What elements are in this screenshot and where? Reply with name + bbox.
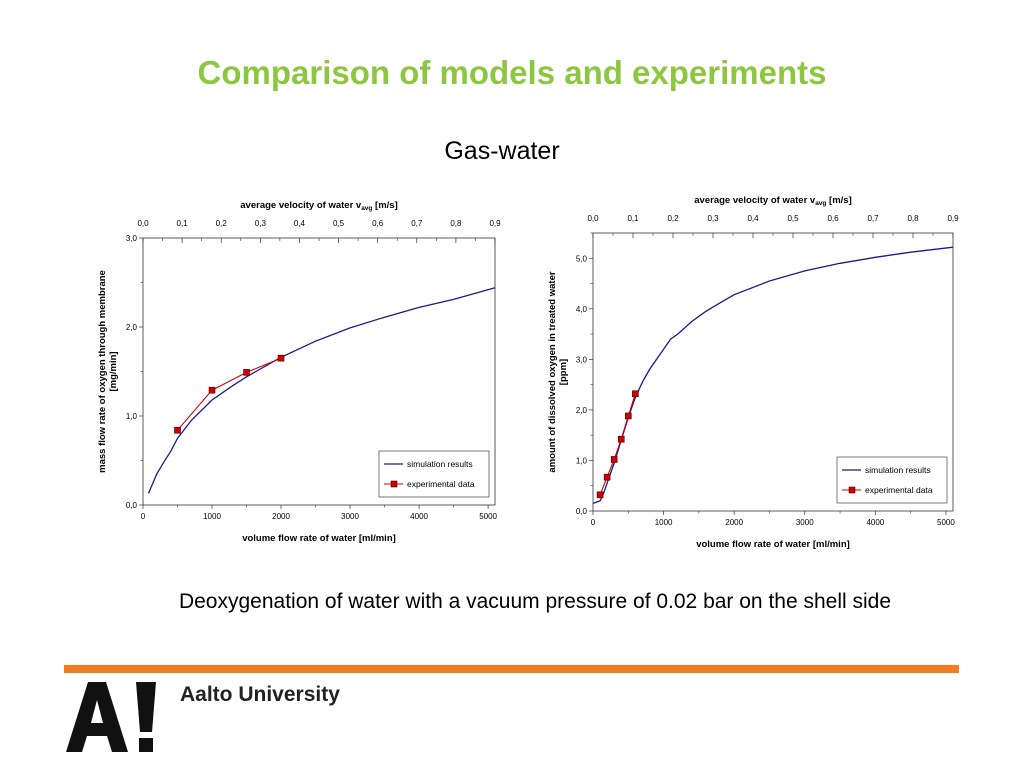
x-axis-label: volume flow rate of water [ml/min] (696, 539, 850, 550)
experimental-data-point (632, 390, 639, 398)
org-name: Aalto University (180, 683, 340, 706)
legend-experimental-label: experimental data (865, 485, 933, 495)
legend-experimental-marker (848, 486, 856, 494)
top-tick-label: 0,9 (489, 219, 501, 228)
top-tick-label: 0,8 (450, 219, 462, 228)
legend-simulation-label: simulation results (407, 459, 473, 469)
top-tick-label: 0,7 (867, 214, 879, 223)
x-tick-label: 3000 (796, 518, 814, 527)
experimental-data-point (617, 435, 625, 443)
top-tick-label: 0,5 (333, 219, 345, 228)
legend-experimental-label: experimental data (407, 479, 475, 489)
y-tick-label: 1,0 (576, 456, 588, 465)
x-tick-label: 5000 (479, 512, 497, 521)
top-tick-label: 0,1 (177, 219, 189, 228)
y-tick-label: 5,0 (576, 254, 588, 263)
top-axis-label: average velocity of water vavg [m/s] (240, 200, 397, 212)
y-axis-label: amount of dissolved oxygen in treated wa… (547, 271, 558, 472)
x-tick-label: 1000 (203, 512, 221, 521)
top-tick-label: 0,9 (947, 214, 959, 223)
experimental-data-point (174, 426, 181, 434)
top-axis-label: average velocity of water vavg [m/s] (694, 195, 851, 207)
experimental-data-point (277, 354, 285, 362)
top-tick-label: 0,4 (747, 214, 759, 223)
experimental-data-point (624, 412, 632, 420)
experimental-data-point (610, 456, 618, 463)
legend-box (836, 456, 948, 504)
y-tick-label: 2,0 (576, 406, 588, 415)
legend-experimental-marker (390, 480, 398, 488)
experimental-data-point (603, 473, 611, 481)
y-axis-label-unit: [ppm] (558, 359, 569, 385)
simulation-series-line (592, 246, 954, 505)
orange-divider (64, 665, 959, 673)
experimental-data-point (596, 491, 604, 499)
dissolved-oxygen-chart: average velocity of water vavg [m/s]0,0 0… (547, 195, 959, 550)
legend-box (378, 450, 490, 498)
top-tick-label: 0,3 (255, 219, 267, 228)
x-tick-label: 3000 (341, 512, 359, 521)
y-tick-label: 2,0 (126, 323, 138, 332)
chart-subtitle: Gas-water (444, 137, 560, 165)
top-tick-label: 0,8 (907, 214, 919, 223)
experimental-data-point (243, 369, 250, 376)
x-tick-label: 4000 (410, 512, 428, 521)
x-tick-label: 1000 (655, 518, 673, 527)
top-tick-label: 0,7 (411, 219, 423, 228)
x-tick-label: 2000 (725, 518, 743, 527)
y-tick-label: 4,0 (576, 305, 588, 314)
simulation-series-line (147, 287, 496, 494)
top-tick-label: 0,1 (627, 214, 639, 223)
x-axis-label: volume flow rate of water [ml/min] (242, 533, 396, 544)
slide-title: Comparison of models and experiments (197, 54, 827, 91)
y-axis-label-unit: [mg/min] (108, 351, 119, 391)
top-tick-label: 0,4 (294, 219, 306, 228)
y-tick-label: 3,0 (126, 234, 138, 243)
top-tick-label: 0,6 (372, 219, 384, 228)
x-tick-label: 0 (591, 518, 596, 527)
experimental-series-line (177, 357, 282, 431)
top-tick-label: 0,0 (137, 219, 149, 228)
top-tick-label: 0,3 (707, 214, 719, 223)
x-tick-label: 0 (141, 512, 146, 521)
top-tick-label: 0,0 (587, 214, 599, 223)
top-tick-label: 0,5 (787, 214, 799, 223)
x-tick-label: 5000 (937, 518, 955, 527)
top-tick-label: 0,2 (216, 219, 228, 228)
y-tick-label: 0,0 (576, 507, 588, 516)
mass-flow-chart: average velocity of water vavg [m/s]0,0 0… (97, 200, 501, 544)
top-tick-label: 0,6 (827, 214, 839, 223)
y-tick-label: 3,0 (576, 355, 588, 364)
top-tick-label: 0,2 (667, 214, 679, 223)
slide-caption: Deoxygenation of water with a vacuum pre… (178, 590, 892, 613)
x-tick-label: 4000 (866, 518, 884, 527)
aalto-logo-icon (66, 682, 156, 752)
y-tick-label: 1,0 (126, 412, 138, 421)
x-tick-label: 2000 (272, 512, 290, 521)
experimental-data-point (208, 386, 216, 394)
legend-simulation-label: simulation results (865, 465, 931, 475)
y-tick-label: 0,0 (126, 501, 138, 510)
y-axis-label: mass flow rate of oxygen through membran… (97, 270, 108, 473)
